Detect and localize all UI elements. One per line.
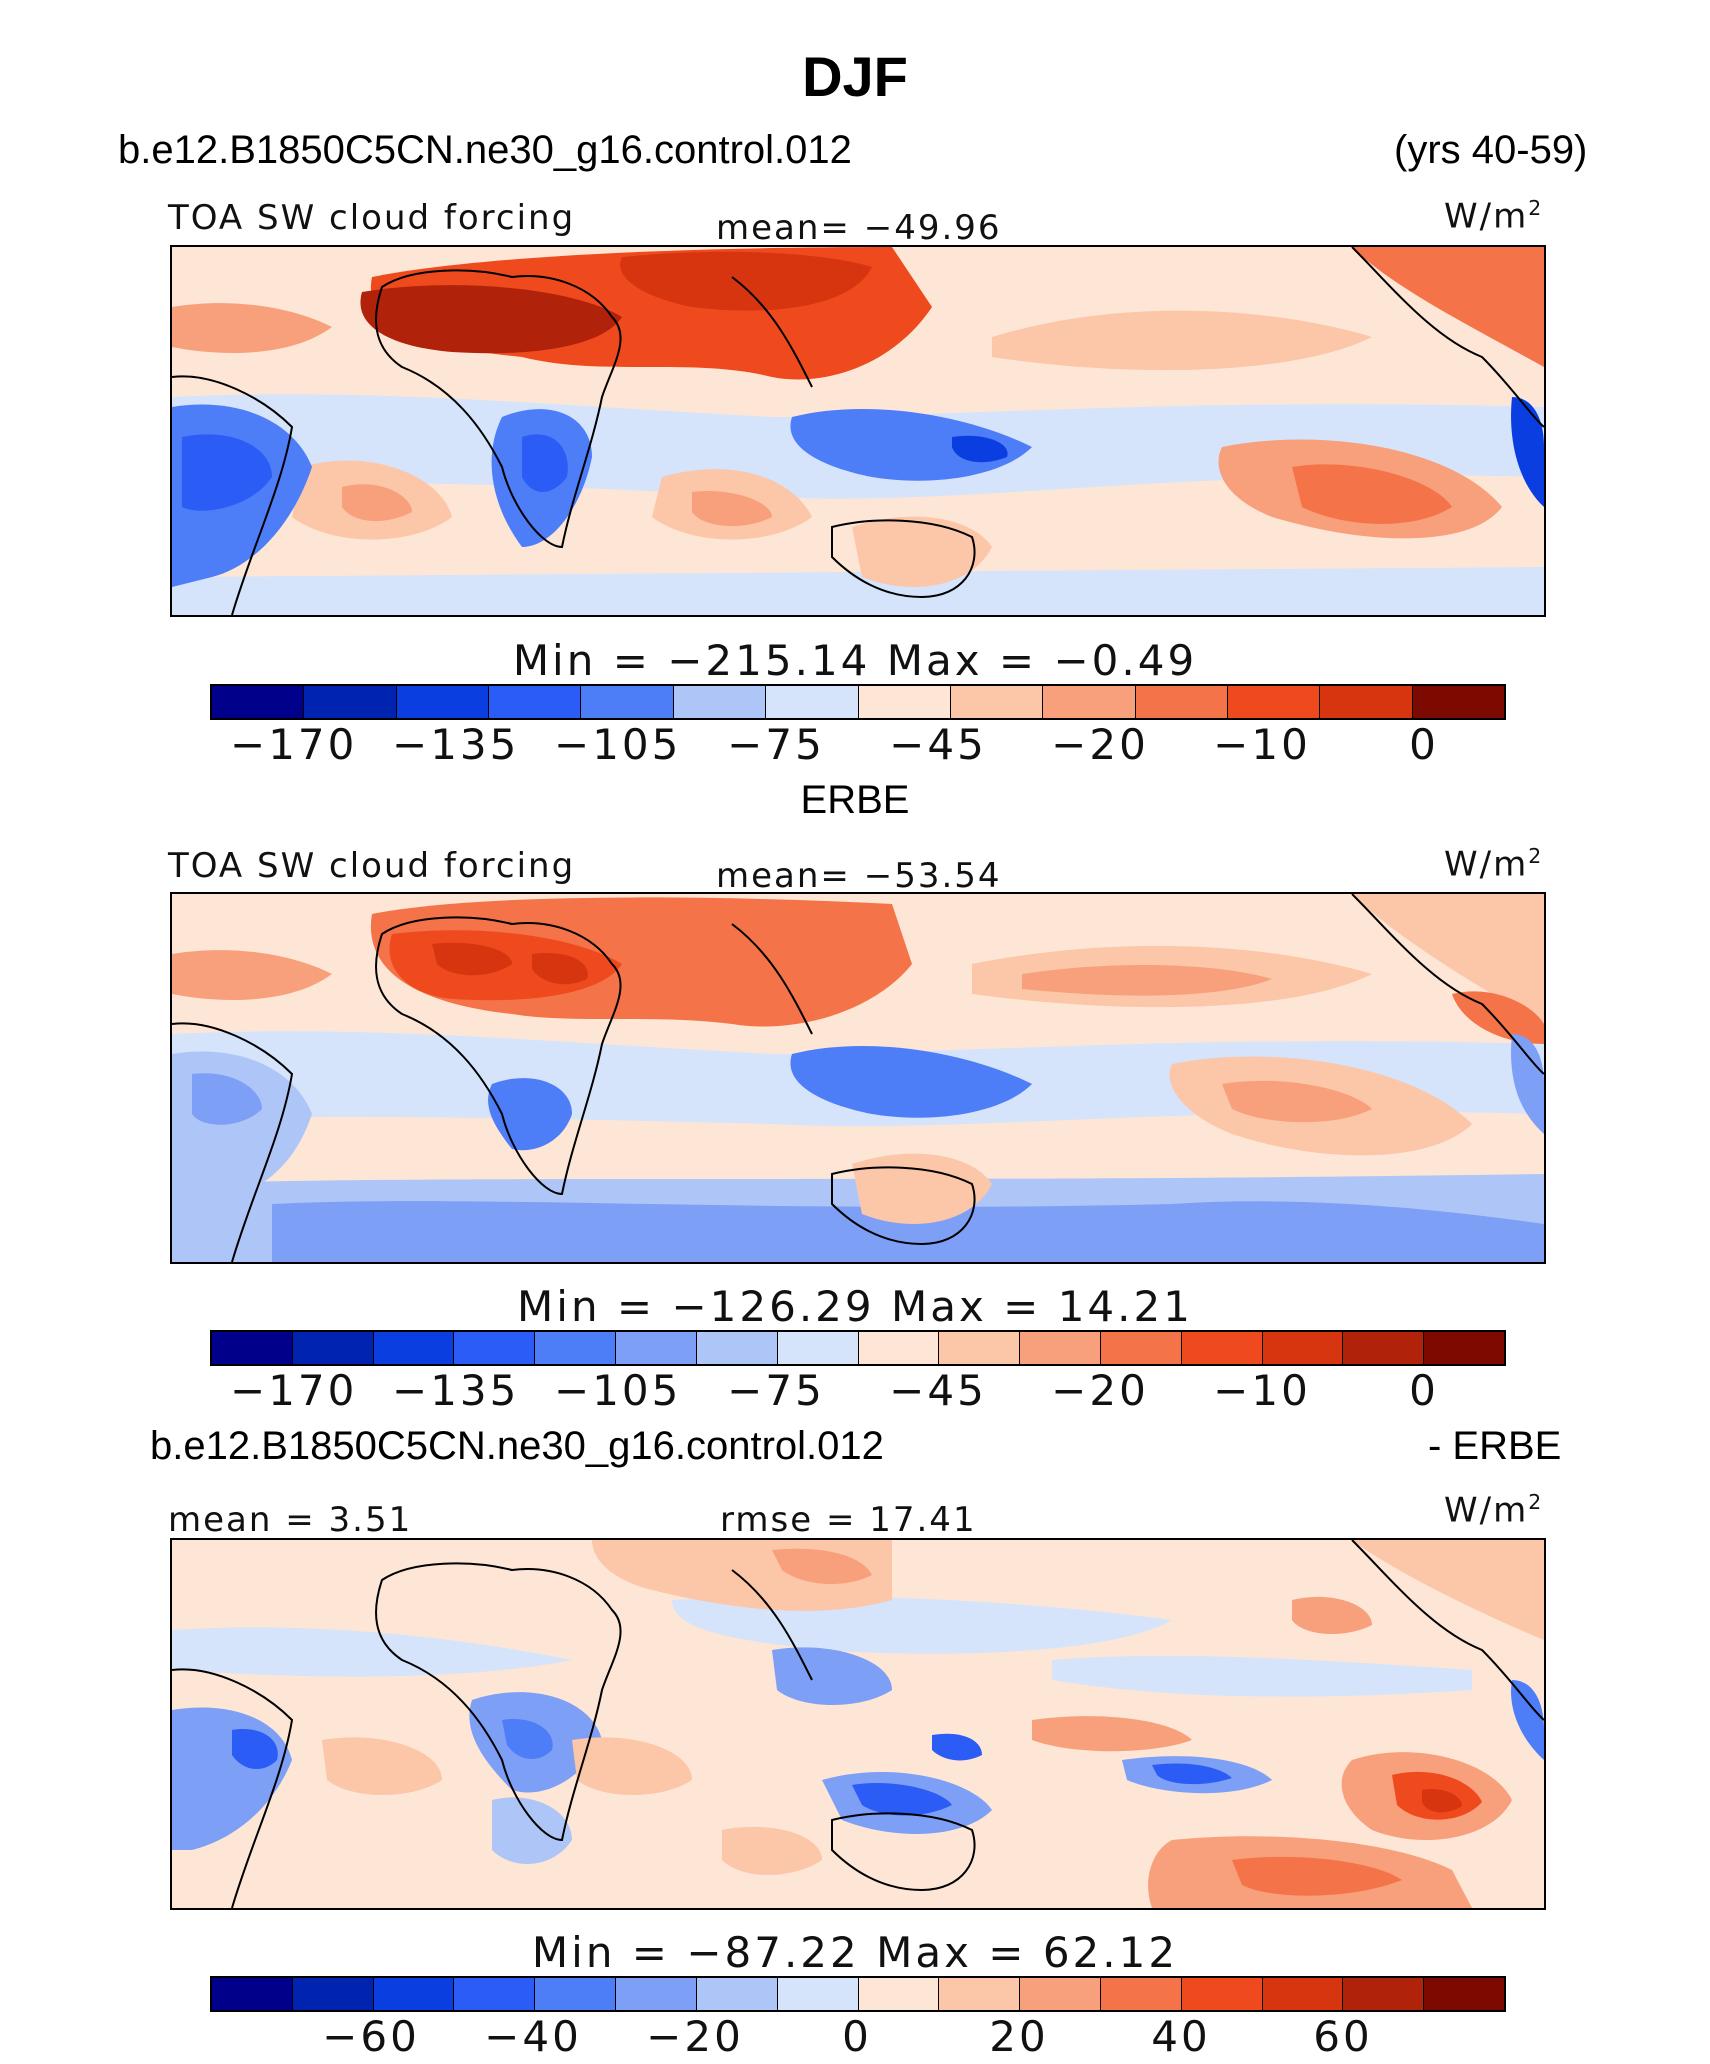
colorbar-tick: 40 xyxy=(1151,2012,1211,2061)
variable-label: TOA SW cloud forcing xyxy=(168,846,576,886)
minmax-label: Min = −87.22 Max = 62.12 xyxy=(531,1928,1179,1977)
colorbar-tick: −75 xyxy=(727,1366,825,1415)
map-observations xyxy=(170,892,1546,1264)
colorbar-tick: −105 xyxy=(554,1366,682,1415)
case-label: ERBE xyxy=(800,778,910,822)
units-label: W/m2 xyxy=(1444,844,1544,885)
colorbar-tick: −40 xyxy=(484,2012,582,2061)
case-label: b.e12.B1850C5CN.ne30_g16.control.012 xyxy=(150,1424,884,1468)
colorbar-tick: 0 xyxy=(1409,1366,1439,1415)
rmse-label: rmse = 17.41 xyxy=(720,1500,977,1540)
mean-label: mean= −49.96 xyxy=(716,208,1002,248)
colorbar-tick: −45 xyxy=(889,1366,987,1415)
colorbar-tick: −170 xyxy=(230,720,358,769)
colorbar-tick: −20 xyxy=(646,2012,744,2061)
colorbar xyxy=(210,1976,1506,2012)
colorbar-tick: −170 xyxy=(230,1366,358,1415)
colorbar xyxy=(210,684,1506,720)
map-model xyxy=(170,245,1546,617)
mean-label: mean = 3.51 xyxy=(168,1500,413,1540)
units-label: W/m2 xyxy=(1444,196,1544,237)
colorbar-tick: −20 xyxy=(1051,720,1149,769)
page-title: DJF xyxy=(802,45,908,108)
colorbar-tick: 60 xyxy=(1313,2012,1373,2061)
variable-label: TOA SW cloud forcing xyxy=(168,198,576,238)
minmax-label: Min = −215.14 Max = −0.49 xyxy=(512,636,1198,685)
colorbar-tick: −20 xyxy=(1051,1366,1149,1415)
case-label: b.e12.B1850C5CN.ne30_g16.control.012 xyxy=(118,128,852,172)
colorbar-tick: −135 xyxy=(392,720,520,769)
colorbar-tick: −135 xyxy=(392,1366,520,1415)
colorbar xyxy=(210,1330,1506,1366)
map-difference xyxy=(170,1538,1546,1910)
colorbar-tick: 20 xyxy=(989,2012,1049,2061)
colorbar-tick: −10 xyxy=(1213,1366,1311,1415)
diff-label: - ERBE xyxy=(1428,1424,1562,1468)
period-label: (yrs 40-59) xyxy=(1394,128,1588,172)
colorbar-tick: −45 xyxy=(889,720,987,769)
colorbar-tick: −10 xyxy=(1213,720,1311,769)
colorbar-tick: 0 xyxy=(1409,720,1439,769)
units-label: W/m2 xyxy=(1444,1490,1544,1531)
mean-label: mean= −53.54 xyxy=(716,856,1002,896)
colorbar-tick: −75 xyxy=(727,720,825,769)
colorbar-tick: −60 xyxy=(322,2012,420,2061)
colorbar-tick: 0 xyxy=(842,2012,872,2061)
colorbar-tick: −105 xyxy=(554,720,682,769)
minmax-label: Min = −126.29 Max = 14.21 xyxy=(517,1282,1193,1331)
